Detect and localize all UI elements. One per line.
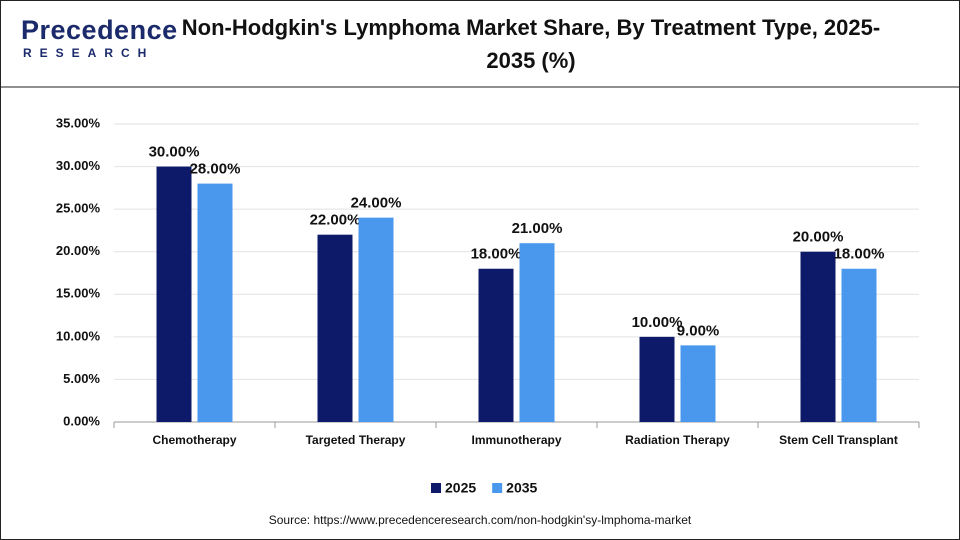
chart-title: Non-Hodgkin's Lymphoma Market Share, By … bbox=[181, 15, 881, 73]
value-label: 18.00% bbox=[834, 246, 885, 263]
bar bbox=[197, 183, 233, 422]
bar bbox=[478, 268, 514, 422]
bar bbox=[841, 268, 877, 422]
value-label: 22.00% bbox=[310, 212, 361, 229]
y-tick-label: 0.00% bbox=[63, 413, 100, 428]
legend-label: 2035 bbox=[506, 480, 537, 496]
y-tick-label: 15.00% bbox=[56, 286, 101, 301]
y-tick-label: 20.00% bbox=[56, 243, 101, 258]
logo-name: Precedence bbox=[21, 15, 178, 45]
y-tick-label: 25.00% bbox=[56, 201, 101, 216]
bar bbox=[519, 243, 555, 422]
bar bbox=[358, 217, 394, 422]
value-label: 20.00% bbox=[793, 229, 844, 246]
source: Source: https://www.precedenceresearch.c… bbox=[269, 513, 692, 527]
value-label: 30.00% bbox=[149, 144, 200, 161]
value-label: 21.00% bbox=[512, 220, 563, 237]
y-tick-label: 5.00% bbox=[63, 371, 100, 386]
bar bbox=[156, 166, 192, 422]
value-label: 18.00% bbox=[471, 246, 522, 263]
legend-swatch bbox=[431, 483, 441, 493]
legend-label: 2025 bbox=[445, 480, 476, 496]
x-tick-label: Radiation Therapy bbox=[625, 433, 730, 447]
y-tick-label: 10.00% bbox=[56, 328, 101, 343]
logo-tagline: RESEARCH bbox=[23, 46, 155, 60]
value-label: 24.00% bbox=[351, 195, 402, 212]
value-label: 28.00% bbox=[190, 161, 241, 178]
y-tick-label: 35.00% bbox=[56, 115, 101, 130]
x-tick-label: Stem Cell Transplant bbox=[779, 433, 898, 447]
bar bbox=[800, 251, 836, 422]
value-label: 10.00% bbox=[632, 314, 683, 331]
x-tick-label: Immunotherapy bbox=[471, 433, 561, 447]
x-tick-label: Targeted Therapy bbox=[306, 433, 406, 447]
bar bbox=[317, 234, 353, 422]
bar bbox=[680, 345, 716, 422]
bar bbox=[639, 336, 675, 422]
legend-swatch bbox=[492, 483, 503, 493]
value-label: 9.00% bbox=[677, 322, 720, 339]
y-tick-label: 30.00% bbox=[56, 158, 101, 173]
x-tick-label: Chemotherapy bbox=[152, 433, 236, 447]
